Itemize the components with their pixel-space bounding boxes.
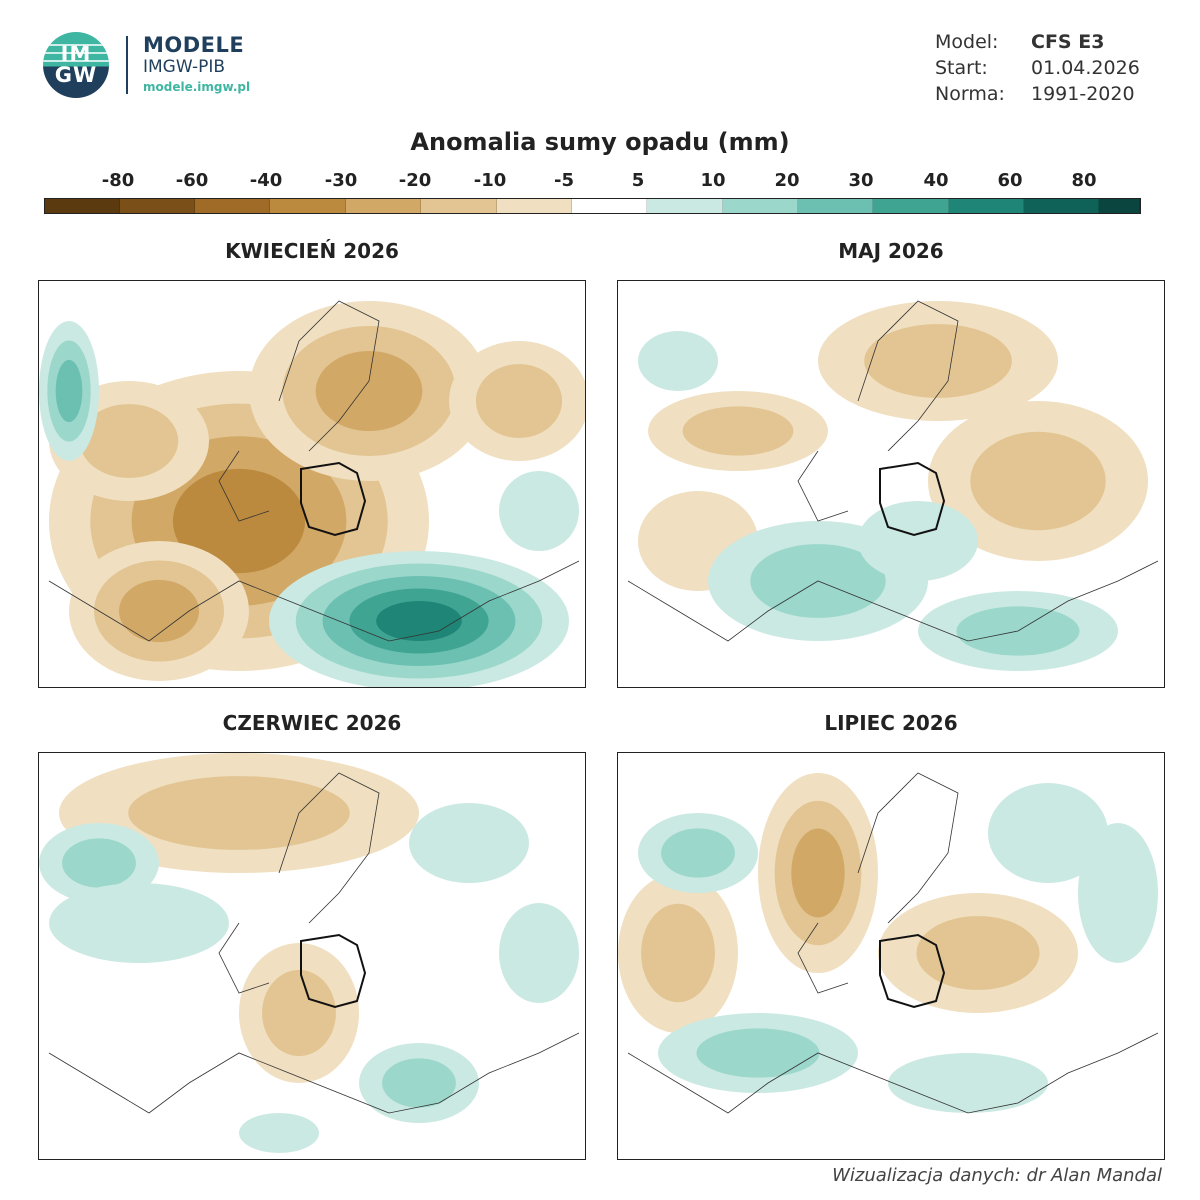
anomaly-contour bbox=[49, 883, 229, 963]
credit-text: Wizualizacja danych: dr Alan Mandal bbox=[832, 1165, 1162, 1186]
logo-text-top: IM bbox=[60, 42, 92, 66]
map-may bbox=[617, 280, 1165, 688]
logo-text: IM GW bbox=[43, 44, 109, 86]
anomaly-contour bbox=[696, 1028, 820, 1078]
anomaly-field bbox=[39, 753, 580, 1153]
anomaly-contour bbox=[682, 406, 794, 456]
colorbar-segment bbox=[45, 199, 120, 213]
anomaly-contour bbox=[119, 579, 199, 643]
model-label: Model: bbox=[935, 31, 999, 53]
colorbar-segment bbox=[572, 199, 647, 213]
legend-tick: -30 bbox=[324, 170, 358, 191]
anomaly-contour bbox=[988, 783, 1108, 883]
logo-text-bottom: GW bbox=[54, 63, 98, 87]
colorbar-segment bbox=[949, 199, 1024, 213]
panel-title-may: MAJ 2026 bbox=[838, 239, 944, 263]
norm-value: 1991-2020 bbox=[1031, 83, 1135, 105]
colorbar-segment bbox=[647, 199, 723, 213]
map-july bbox=[617, 752, 1165, 1160]
brand-subtitle: IMGW-PIB bbox=[143, 57, 226, 77]
anomaly-contour bbox=[79, 404, 179, 478]
legend-tick: -10 bbox=[473, 170, 507, 191]
anomaly-contour bbox=[315, 351, 423, 431]
colorbar-segment bbox=[346, 199, 421, 213]
colorbar bbox=[44, 198, 1141, 214]
colorbar-segment bbox=[873, 199, 949, 213]
colorbar-segment bbox=[195, 199, 270, 213]
poland-border bbox=[300, 461, 367, 537]
panel-title-july: LIPIEC 2026 bbox=[824, 711, 958, 735]
anomaly-contour bbox=[888, 1053, 1048, 1113]
anomaly-contour bbox=[1078, 823, 1158, 963]
legend-tick: 40 bbox=[923, 170, 949, 191]
legend-tick: -60 bbox=[175, 170, 209, 191]
anomaly-contour bbox=[128, 776, 350, 850]
anomaly-contour bbox=[638, 331, 718, 391]
coastline bbox=[627, 772, 1159, 1114]
start-label: Start: bbox=[935, 57, 988, 79]
legend-tick: -40 bbox=[249, 170, 283, 191]
anomaly-contour bbox=[262, 969, 336, 1057]
poland-border bbox=[300, 933, 367, 1009]
legend-tick: 10 bbox=[700, 170, 726, 191]
legend-tick: -5 bbox=[554, 170, 574, 191]
poland-border bbox=[879, 461, 946, 537]
legend-title: Anomalia sumy opadu (mm) bbox=[410, 128, 790, 156]
anomaly-contour bbox=[499, 903, 579, 1003]
legend-tick: 60 bbox=[997, 170, 1023, 191]
anomaly-contour bbox=[499, 471, 579, 551]
colorbar-segment bbox=[421, 199, 497, 213]
coastline bbox=[48, 300, 580, 642]
norm-label: Norma: bbox=[935, 83, 1005, 105]
brand-title: MODELE bbox=[143, 33, 245, 57]
anomaly-contour bbox=[382, 1058, 456, 1108]
anomaly-contour bbox=[661, 828, 735, 878]
panel-title-april: KWIECIEŃ 2026 bbox=[225, 239, 399, 263]
anomaly-contour bbox=[376, 601, 462, 641]
anomaly-contour bbox=[62, 838, 136, 888]
logo-separator bbox=[126, 36, 128, 94]
anomaly-contour bbox=[475, 364, 563, 438]
colorbar-segment bbox=[798, 199, 873, 213]
legend-tick: 80 bbox=[1071, 170, 1097, 191]
legend-tick: 20 bbox=[774, 170, 800, 191]
colorbar-segment bbox=[1024, 199, 1099, 213]
colorbar-segment bbox=[120, 199, 195, 213]
model-value: CFS E3 bbox=[1031, 31, 1105, 53]
map-april bbox=[38, 280, 586, 688]
legend-tick: 30 bbox=[848, 170, 874, 191]
anomaly-contour bbox=[858, 501, 978, 581]
legend-tick: -20 bbox=[398, 170, 432, 191]
anomaly-contour bbox=[970, 431, 1106, 531]
coastline bbox=[627, 300, 1159, 642]
anomaly-field bbox=[618, 772, 1159, 1114]
colorbar-segment bbox=[1099, 199, 1140, 213]
legend-tick: 5 bbox=[631, 170, 645, 191]
anomaly-contour bbox=[55, 359, 83, 423]
colorbar-segment bbox=[723, 199, 798, 213]
anomaly-field bbox=[627, 300, 1159, 671]
map-june bbox=[38, 752, 586, 1160]
poland-border bbox=[879, 933, 946, 1009]
start-value: 01.04.2026 bbox=[1031, 57, 1140, 79]
brand-url[interactable]: modele.imgw.pl bbox=[143, 80, 251, 94]
legend-tick: -80 bbox=[101, 170, 135, 191]
colorbar-segment bbox=[497, 199, 572, 213]
anomaly-field bbox=[39, 300, 585, 687]
anomaly-contour bbox=[791, 828, 845, 918]
imgw-logo: IM GW bbox=[43, 32, 109, 98]
anomaly-contour bbox=[916, 916, 1040, 990]
coastline bbox=[48, 772, 580, 1114]
anomaly-contour bbox=[641, 903, 715, 1003]
anomaly-contour bbox=[239, 1113, 319, 1153]
anomaly-contour bbox=[409, 803, 529, 883]
anomaly-contour bbox=[864, 324, 1012, 398]
panel-title-june: CZERWIEC 2026 bbox=[222, 711, 402, 735]
colorbar-segment bbox=[270, 199, 346, 213]
